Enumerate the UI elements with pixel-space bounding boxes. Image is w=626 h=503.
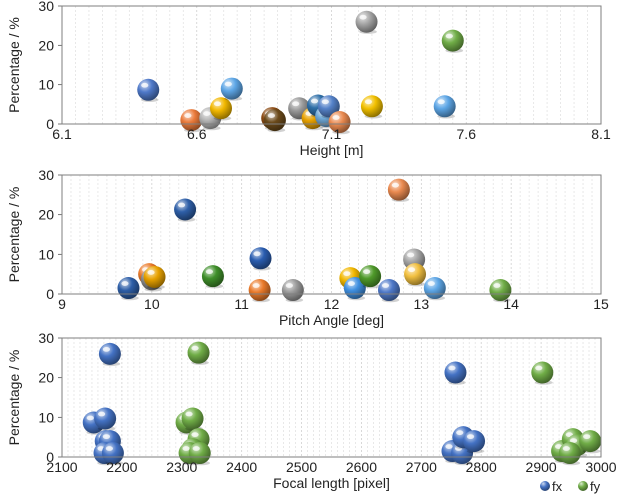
data-points [137,10,464,135]
data-point [263,109,286,133]
data-point [248,279,271,303]
data-point [249,247,272,271]
x-tick-label: 7.1 [322,126,342,142]
y-tick-label: 30 [38,0,54,14]
y-tick-label: 30 [38,330,54,346]
x-tick-label: 2600 [346,459,377,475]
data-point [220,77,243,101]
legend-label: fx [552,479,563,494]
data-point [579,430,602,454]
y-tick-label: 20 [38,370,54,386]
x-tick-label: 8.1 [591,126,611,142]
x-tick-label: 2200 [106,459,137,475]
y-tick-label: 10 [38,246,54,262]
x-tick-label: 7.6 [457,126,477,142]
x-tick-label: 6.1 [52,126,72,142]
data-point [489,279,512,303]
series-fy [175,341,602,466]
x-tick-label: 6.6 [187,126,207,142]
chart-panel-3: 2100 2200 2300 2400 2500 2600 2700 2800 2900 3000… [6,330,617,494]
plot-area [62,338,601,457]
x-axis-label: Focal length [pixel] [273,475,390,491]
y-axis-label: Percentage / % [6,17,22,113]
data-point [433,95,456,119]
y-tick-label: 30 [38,167,54,183]
plot-frame [61,337,602,458]
data-point [201,265,224,289]
legend-marker [540,481,550,491]
data-point [404,263,427,287]
x-tick-label: 12 [324,296,340,312]
data-point [377,279,400,303]
y-tick-label: 0 [46,116,54,132]
x-tick-label: 9 [58,296,66,312]
data-point [101,442,124,466]
y-tick-label: 10 [38,409,54,425]
data-point [444,361,467,385]
data-point [210,97,233,121]
plot-frame [61,174,602,295]
data-point [328,111,351,135]
legend: fx fy [540,479,601,494]
data-point [188,442,211,466]
data-point [360,95,383,119]
x-tick-label: 10 [144,296,160,312]
x-tick-label: 11 [234,296,249,312]
data-point [174,198,197,222]
y-tick-label: 0 [46,286,54,302]
data-point [94,407,117,431]
data-point [117,277,140,301]
plot-frame [61,5,602,125]
x-axis-label: Pitch Angle [deg] [279,312,384,328]
x-tick-label: 14 [503,296,519,312]
x-tick-label: 2100 [46,459,77,475]
data-point [355,10,378,34]
data-point [143,265,166,290]
legend-item-fx: fx [540,479,563,494]
x-axis-label: Height [m] [300,142,364,158]
y-axis-label: Percentage / % [6,350,22,446]
x-tick-label: 2700 [406,459,437,475]
y-tick-label: 20 [38,37,54,53]
y-tick-label: 0 [46,449,54,465]
legend-label: fy [590,479,601,494]
y-tick-label: 10 [38,77,54,93]
data-points [82,341,602,466]
x-tick-label: 2400 [226,459,257,475]
y-tick-label: 20 [38,207,54,223]
x-tick-label: 3000 [585,459,616,475]
data-point [531,361,554,385]
x-tick-label: 2900 [526,459,557,475]
data-point [441,29,464,53]
x-tick-label: 2800 [466,459,497,475]
data-point [463,430,486,454]
chart-panel-1: 6.1 6.6 7.1 7.6 8.1 0 10 20 30 Height [m] Percenta… [6,0,611,158]
y-axis-label: Percentage / % [6,187,22,283]
data-point [558,442,581,466]
data-point [387,178,410,202]
series-fx [82,342,486,466]
data-point [180,109,203,133]
data-point [281,279,304,303]
data-point [98,342,121,367]
x-tick-label: 2300 [166,459,197,475]
x-tick-label: 15 [593,296,609,312]
chart-panel-2: 9 10 11 12 13 14 15 0 10 20 30 Pitch Angle [deg] Per… [6,167,609,328]
legend-marker [578,481,588,491]
data-point [181,407,204,431]
data-point [137,78,160,102]
x-tick-label: 2500 [286,459,317,475]
data-point [359,265,382,289]
x-tick-label: 13 [414,296,430,312]
legend-item-fy: fy [578,479,601,494]
data-point [187,341,210,365]
